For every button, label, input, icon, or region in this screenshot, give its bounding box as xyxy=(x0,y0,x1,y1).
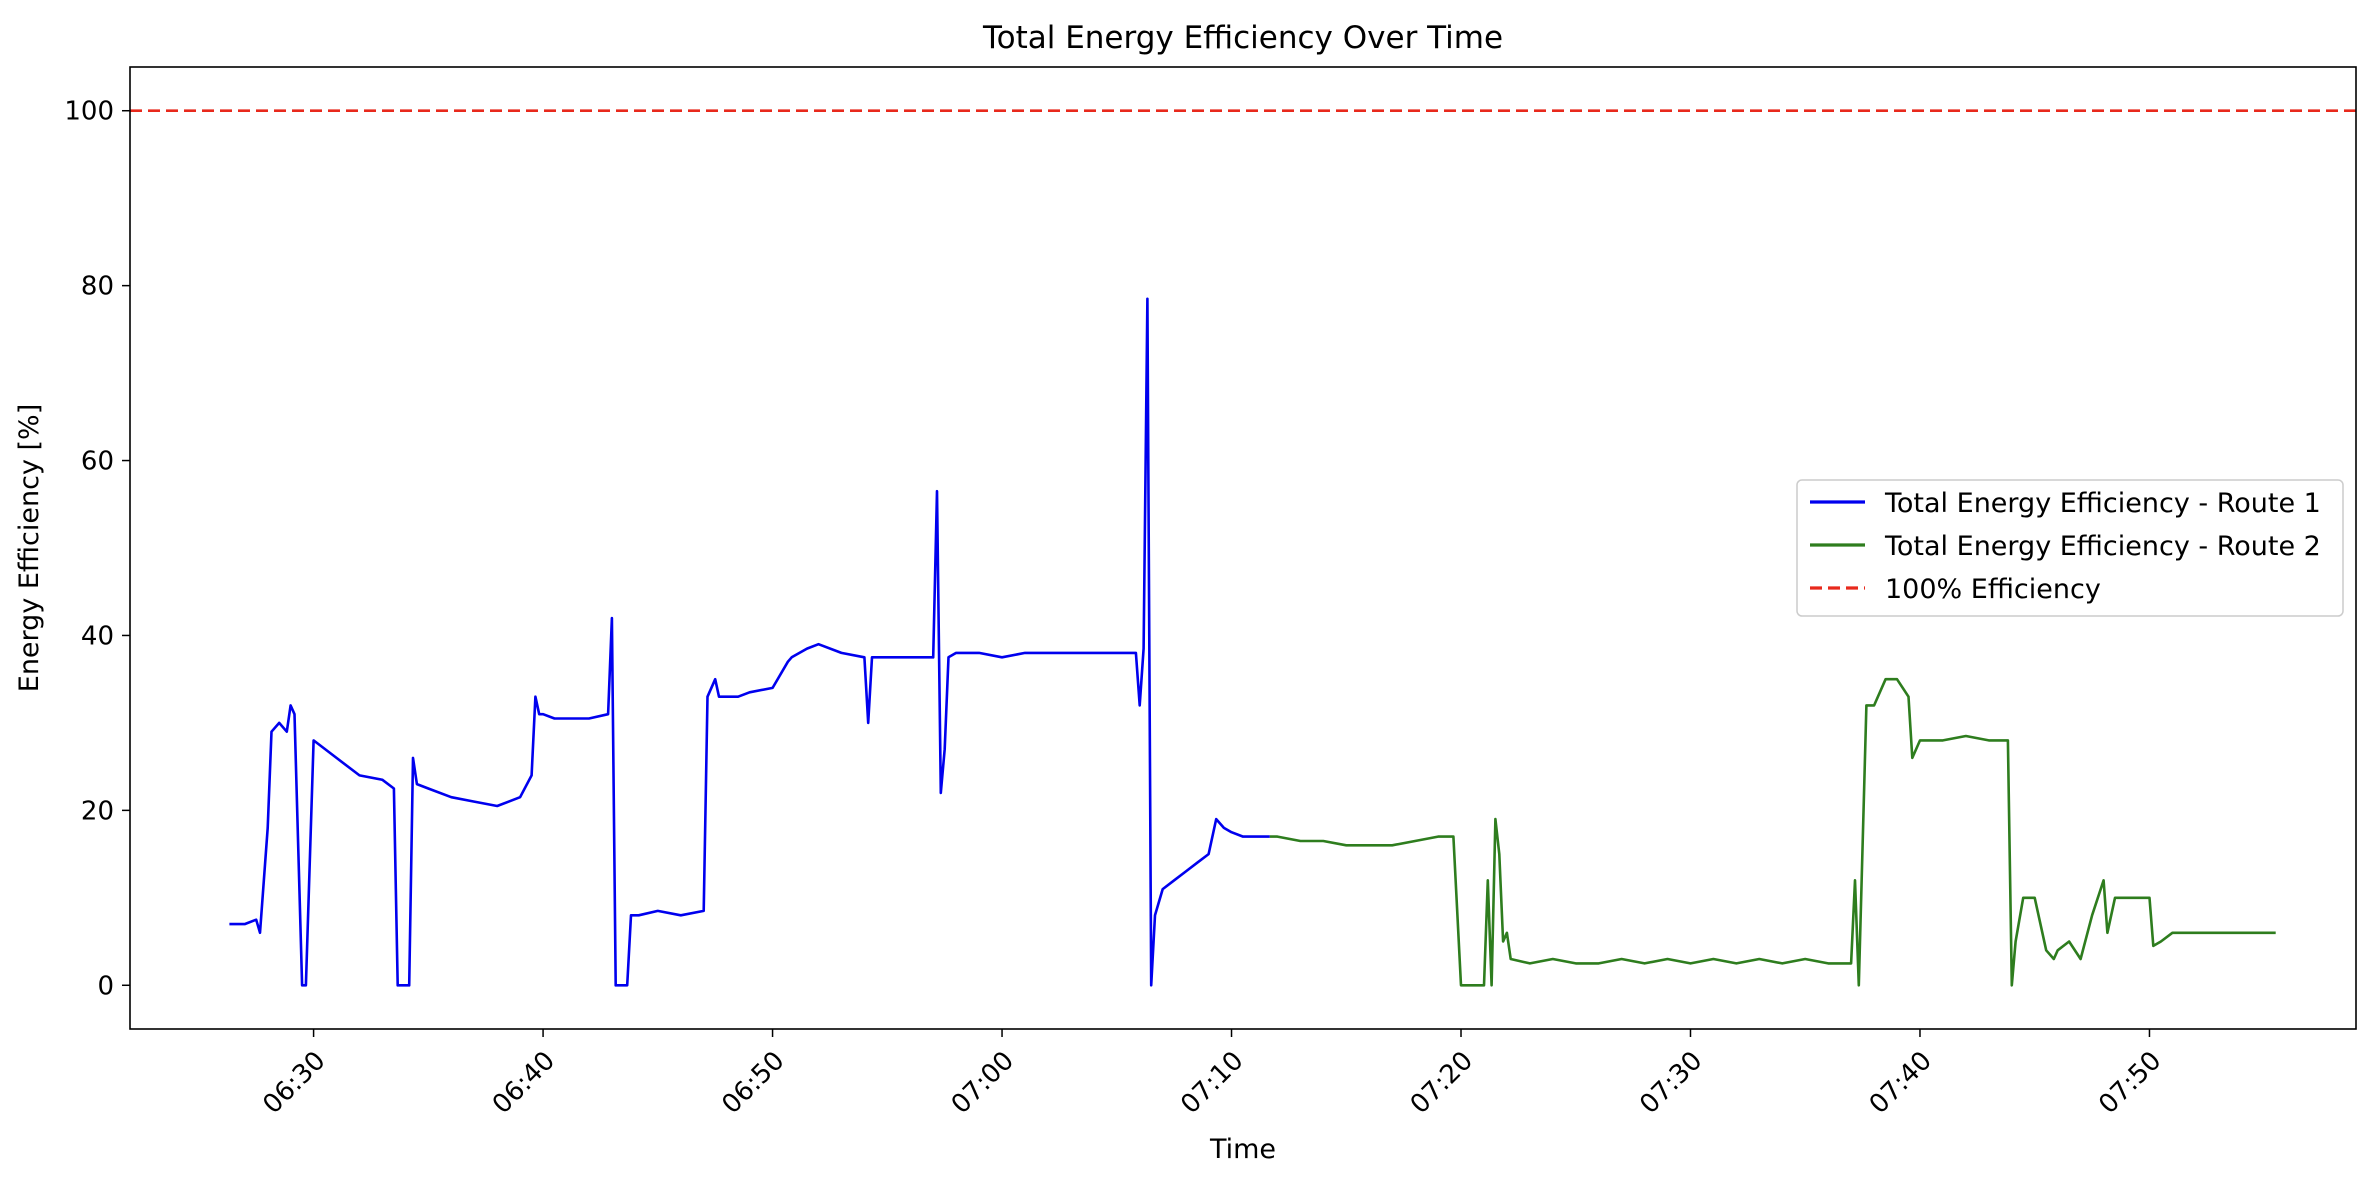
plot-frame xyxy=(129,66,2357,1030)
y-axis: 0 20 40 60 80 100 xyxy=(64,97,130,1001)
y-tick-label: 40 xyxy=(81,621,114,651)
x-axis-label: Time xyxy=(1209,1134,1276,1165)
legend: Total Energy Efficiency - Route 1 Total … xyxy=(1796,479,2344,617)
y-tick-label: 20 xyxy=(81,796,114,826)
series-line-route-1 xyxy=(229,297,1270,987)
y-tick-label: 60 xyxy=(81,447,114,477)
legend-label-reference: 100% Efficiency xyxy=(1885,574,2101,605)
series-group xyxy=(130,109,2356,987)
y-tick-label: 80 xyxy=(81,272,114,302)
y-tick-label: 0 xyxy=(97,971,114,1001)
legend-box xyxy=(1796,479,2344,617)
legend-label-route-1: Total Energy Efficiency - Route 1 xyxy=(1884,488,2321,519)
y-tick-label: 100 xyxy=(64,97,114,127)
legend-label-route-2: Total Energy Efficiency - Route 2 xyxy=(1884,531,2321,562)
chart-title: Total Energy Efficiency Over Time xyxy=(982,20,1503,56)
y-axis-label: Energy Efficiency [%] xyxy=(14,404,45,692)
series-line-route-2 xyxy=(1269,677,2276,987)
